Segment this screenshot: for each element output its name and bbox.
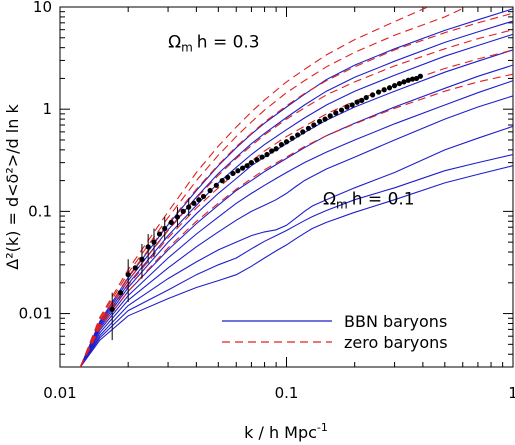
data-point (162, 225, 168, 232)
data-point (213, 182, 219, 188)
bbn-baryon-curve (79, 64, 513, 367)
data-point (168, 219, 174, 226)
data-point (370, 92, 376, 98)
data-point (327, 113, 333, 119)
zero-baryon-curve (79, 49, 513, 367)
data-point (311, 122, 317, 128)
zero-baryon-curve (79, 29, 513, 367)
annotation-low-omega: Ωm h = 0.1 (323, 189, 415, 211)
data-point (191, 200, 197, 206)
y-tick-label: 10 (33, 0, 52, 16)
legend-label-zero: zero baryons (344, 333, 448, 352)
bbn-baryon-curve (79, 80, 513, 367)
x-tick-label: 0.1 (275, 384, 299, 402)
data-point (125, 272, 131, 278)
x-axis-label: k / h Mpc-1 (244, 421, 328, 442)
data-point (254, 157, 260, 163)
data-point (145, 244, 151, 250)
data-point (200, 193, 207, 200)
data-point (305, 125, 312, 131)
data-point (363, 94, 369, 101)
data-point (264, 151, 270, 158)
data-point (405, 77, 411, 83)
data-point (401, 79, 407, 85)
y-tick-label: 0.1 (28, 202, 52, 220)
data-point (248, 160, 255, 166)
data-point (230, 170, 236, 177)
bbn-baryon-curve (79, 153, 513, 367)
data-point (338, 107, 345, 113)
x-tick-label: 1 (508, 384, 515, 402)
data-point (354, 99, 360, 105)
data-point (269, 148, 275, 154)
y-tick-label: 0.01 (19, 305, 52, 323)
legend: BBN baryons zero baryons (222, 312, 448, 352)
data-point (283, 139, 290, 145)
zero-baryon-curve (79, 73, 513, 367)
data-points (109, 73, 423, 341)
data-point (156, 231, 163, 237)
data-point (295, 132, 301, 138)
data-point (349, 102, 355, 108)
data-point (244, 163, 250, 169)
data-point (235, 168, 241, 174)
bbn-baryon-curve (79, 125, 513, 367)
legend-label-bbn: BBN baryons (344, 312, 447, 331)
data-point (225, 174, 231, 181)
data-point (109, 306, 115, 312)
data-point (417, 73, 423, 79)
x-tick-label: 0.01 (43, 384, 76, 402)
data-point (186, 204, 192, 210)
bbn-baryon-curve (79, 165, 513, 367)
data-point (273, 146, 279, 152)
data-point (413, 75, 420, 82)
data-point (381, 87, 387, 93)
data-point (139, 256, 145, 262)
data-point (409, 76, 416, 82)
axis-tick-labels: 0.01 0.1 1 0.01 0.1 1 10 (19, 0, 515, 402)
y-axis-label: Δ²(k) = d<δ²>/d ln k (3, 104, 22, 270)
bbn-baryon-curve (79, 33, 513, 367)
data-point (196, 197, 202, 203)
zero-baryon-curve (79, 12, 513, 367)
model-curves (79, 7, 513, 367)
annotation-high-omega: Ωm h = 0.3 (168, 33, 260, 55)
data-point (180, 208, 186, 214)
bbn-baryon-curve (79, 49, 513, 367)
y-tick-label: 1 (42, 100, 52, 118)
data-point (278, 142, 285, 148)
data-point (391, 83, 398, 89)
data-point (239, 165, 246, 171)
data-point (300, 129, 306, 135)
data-point (207, 187, 213, 194)
data-point (359, 97, 365, 103)
bbn-baryon-curve (79, 20, 513, 367)
data-point (316, 118, 323, 124)
data-point (151, 239, 157, 245)
bbn-baryon-curve (79, 8, 513, 367)
data-point (259, 154, 265, 160)
data-point (289, 135, 295, 141)
data-point (219, 178, 225, 184)
data-point (322, 116, 328, 122)
data-point (344, 104, 350, 110)
data-point (386, 85, 393, 91)
data-point (375, 89, 382, 95)
zero-baryon-curve (79, 7, 467, 367)
data-point (333, 110, 339, 116)
bbn-baryon-curve (79, 95, 513, 367)
data-point (117, 290, 124, 296)
data-point (132, 265, 138, 271)
data-point (174, 214, 181, 220)
data-point (396, 80, 402, 87)
